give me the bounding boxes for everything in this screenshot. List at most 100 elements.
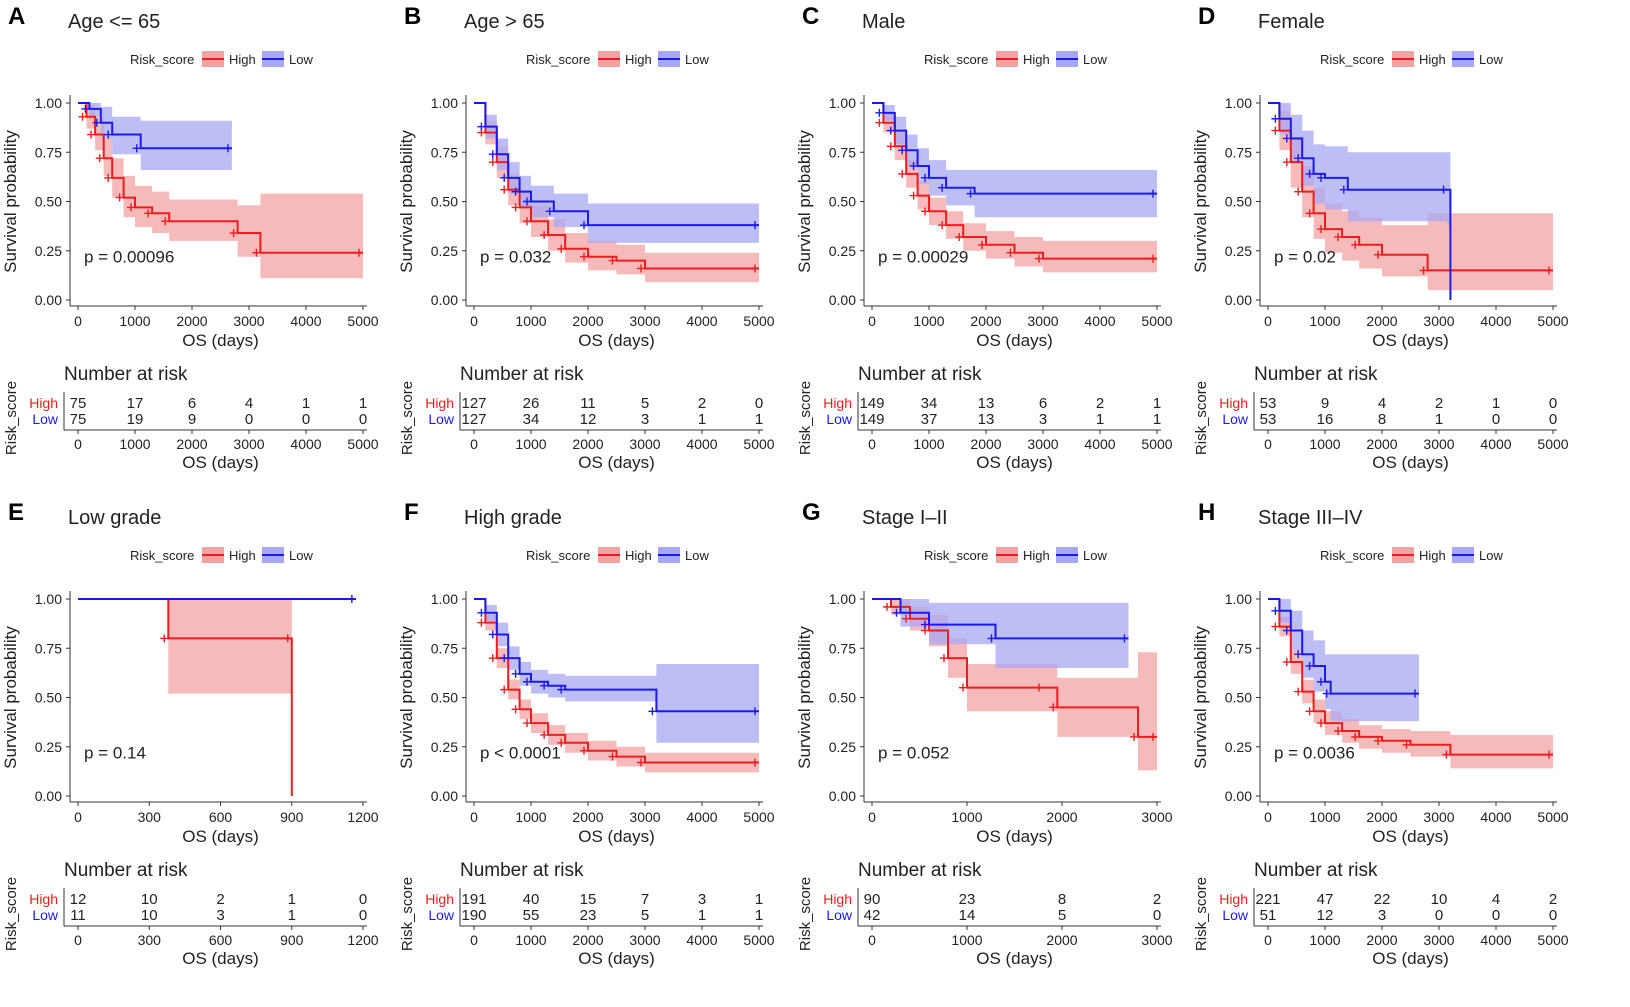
panel-title: Stage III–IV (1258, 507, 1363, 529)
x-tick-label: 300 (138, 809, 162, 825)
risk-count-low: 51 (1260, 907, 1277, 924)
risk-row-label-low: Low (1222, 907, 1249, 923)
risk-row-label-high: High (425, 395, 454, 411)
censor-mark (1374, 250, 1382, 259)
censor-mark (987, 634, 996, 643)
risk-x-tick-label: 900 (280, 932, 304, 948)
risk-count-low: 13 (978, 411, 995, 428)
legend-label-low: Low (289, 548, 313, 563)
risk-count-low: 75 (70, 411, 87, 428)
risk-count-high: 191 (461, 891, 486, 908)
censor-mark (540, 730, 549, 739)
risk-count-low: 10 (141, 907, 158, 924)
y-tick-label: 0.50 (431, 194, 458, 210)
p-value: p = 0.0036 (1274, 744, 1355, 763)
risk-count-low: 42 (864, 907, 881, 924)
risk-table-title: Number at risk (460, 364, 584, 385)
x-tick-label: 0 (1264, 313, 1272, 329)
risk-row-label-low: Low (428, 907, 455, 923)
risk-x-tick-label: 2000 (1366, 932, 1397, 948)
censor-mark (540, 230, 549, 239)
risk-count-high: 15 (580, 891, 597, 908)
p-value: p = 0.00096 (84, 248, 174, 267)
risk-count-low: 23 (580, 907, 597, 924)
x-tick-label: 3000 (1423, 809, 1454, 825)
panel-letter: F (404, 499, 419, 526)
censor-mark (1282, 626, 1291, 635)
censor-mark (580, 746, 588, 755)
p-value: p = 0.02 (1274, 248, 1336, 267)
risk-count-high: 23 (959, 891, 976, 908)
x-axis-title: OS (days) (976, 827, 1053, 846)
risk-count-low: 3 (1378, 907, 1386, 924)
risk-count-high: 12 (70, 891, 87, 908)
risk-row-label-high: High (29, 891, 58, 907)
legend-label-high: High (1023, 52, 1050, 67)
risk-count-high: 5 (641, 395, 649, 412)
censor-mark (751, 264, 759, 273)
risk-x-tick-label: 0 (868, 932, 876, 948)
risk-x-tick-label: 5000 (743, 932, 774, 948)
risk-x-tick-label: 0 (868, 436, 876, 452)
risk-x-tick-label: 5000 (347, 436, 378, 452)
censor-mark (477, 122, 486, 131)
censor-mark (477, 618, 486, 627)
risk-count-high: 10 (1431, 891, 1448, 908)
ci-band-low (474, 599, 759, 743)
censor-mark (892, 608, 901, 617)
censor-mark (488, 654, 497, 663)
legend-label-high: High (1023, 548, 1050, 563)
censor-mark (488, 158, 497, 167)
risk-count-high: 3 (698, 891, 706, 908)
risk-x-axis-title: OS (days) (1372, 453, 1449, 472)
risk-x-tick-label: 4000 (1480, 436, 1511, 452)
risk-count-low: 5 (1058, 907, 1066, 924)
censor-mark (557, 685, 566, 694)
survival-curve-low (1268, 102, 1452, 300)
x-tick-label: 0 (470, 809, 478, 825)
y-tick-label: 0.00 (1225, 788, 1252, 804)
y-axis-title: Survival probability (1, 130, 20, 273)
y-axis-title: Survival probability (397, 626, 416, 769)
panel-title: Age > 65 (464, 11, 545, 33)
risk-x-tick-label: 5000 (743, 436, 774, 452)
risk-count-high: 9 (1321, 395, 1329, 412)
risk-row-label-low: Low (1222, 411, 1249, 427)
risk-x-tick-label: 3000 (1027, 436, 1058, 452)
censor-mark (1317, 225, 1325, 234)
x-tick-label: 0 (868, 313, 876, 329)
censor-mark (1035, 683, 1043, 692)
y-tick-label: 0.50 (35, 194, 62, 210)
p-value: p = 0.032 (480, 248, 551, 267)
risk-strata-label: Risk_score (797, 381, 814, 455)
risk-x-tick-label: 0 (74, 436, 82, 452)
censor-mark (1305, 209, 1314, 218)
x-tick-label: 3000 (1027, 313, 1058, 329)
censor-mark (523, 677, 531, 686)
x-tick-label: 0 (470, 313, 478, 329)
legend-title: Risk_score (1320, 52, 1384, 67)
censor-mark (902, 614, 910, 623)
legend-title: Risk_score (130, 548, 194, 563)
censor-mark (648, 707, 657, 716)
censor-mark (1334, 726, 1343, 735)
y-tick-label: 0.00 (829, 788, 856, 804)
risk-x-tick-label: 1200 (347, 932, 378, 948)
ci-band-low (872, 599, 1129, 668)
risk-count-low: 0 (1435, 907, 1443, 924)
risk-x-tick-label: 0 (1264, 436, 1272, 452)
risk-count-low: 55 (523, 907, 540, 924)
y-axis-title: Survival probability (795, 626, 814, 769)
x-tick-label: 1000 (119, 313, 150, 329)
censor-mark (978, 240, 986, 249)
x-axis-title: OS (days) (578, 331, 655, 350)
y-axis-title: Survival probability (1191, 626, 1210, 769)
censor-mark (1305, 661, 1314, 670)
panel-title: Stage I–II (862, 507, 948, 529)
risk-count-low: 1 (698, 411, 706, 428)
censor-mark (909, 162, 918, 171)
